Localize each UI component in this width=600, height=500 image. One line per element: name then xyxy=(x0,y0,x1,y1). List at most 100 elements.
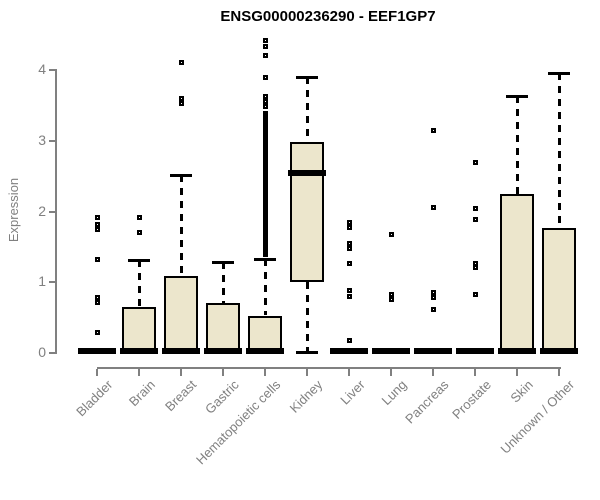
whisker-cap-upper-breast xyxy=(170,173,192,177)
whisker-lower-kidney xyxy=(305,281,309,352)
median-liver xyxy=(330,348,368,354)
outlier-point-hematopoietic-cells xyxy=(262,74,268,80)
whisker-upper-kidney xyxy=(305,77,309,143)
x-tick-label-breast: Breast xyxy=(162,377,200,415)
outlier-point-pancreas xyxy=(430,127,436,133)
x-axis-tick xyxy=(138,369,140,376)
outlier-point-breast xyxy=(178,101,184,107)
x-axis-tick xyxy=(474,369,476,376)
whisker-cap-upper-kidney xyxy=(296,76,318,80)
x-axis-tick xyxy=(516,369,518,376)
median-prostate xyxy=(456,348,494,354)
x-tick-label-unknown-other: Unknown / Other xyxy=(498,377,578,457)
median-hematopoietic-cells xyxy=(246,348,284,354)
y-axis-line xyxy=(55,69,57,354)
y-axis-tick xyxy=(49,139,55,142)
dense-outliers-hematopoietic-cells xyxy=(262,111,268,257)
whisker-cap-lower-kidney xyxy=(296,350,318,354)
x-axis-tick xyxy=(558,369,560,376)
chart-title: ENSG00000236290 - EEF1GP7 xyxy=(220,8,436,25)
x-tick-label-lung: Lung xyxy=(378,377,410,409)
median-skin xyxy=(498,348,536,354)
outlier-point-breast xyxy=(178,95,184,101)
outlier-point-liver xyxy=(346,293,352,299)
outlier-point-hematopoietic-cells xyxy=(262,53,268,59)
outlier-point-liver xyxy=(346,224,352,230)
outlier-point-prostate xyxy=(472,206,478,212)
outlier-point-prostate xyxy=(472,264,478,270)
y-tick-label: 4 xyxy=(38,61,46,77)
outlier-point-brain xyxy=(136,215,142,221)
box-skin xyxy=(500,193,534,353)
outlier-point-liver xyxy=(346,245,352,251)
y-tick-label: 2 xyxy=(38,202,46,219)
y-axis-tick xyxy=(49,281,55,284)
x-axis-tick xyxy=(96,369,98,376)
y-axis-tick xyxy=(49,69,55,71)
whisker-cap-upper-hematopoietic-cells xyxy=(254,257,276,261)
box-kidney xyxy=(290,142,324,282)
whisker-upper-unknown-other xyxy=(557,72,561,228)
outlier-point-pancreas xyxy=(430,307,436,313)
whisker-upper-skin xyxy=(515,96,519,194)
outlier-point-liver xyxy=(346,288,352,294)
whisker-upper-brain xyxy=(137,260,141,307)
x-tick-label-prostate: Prostate xyxy=(448,377,494,422)
x-axis-tick xyxy=(222,369,224,376)
outlier-point-hematopoietic-cells xyxy=(262,44,268,50)
outlier-point-hematopoietic-cells xyxy=(262,99,268,105)
outlier-point-hematopoietic-cells xyxy=(262,94,268,100)
x-tick-label-liver: Liver xyxy=(337,377,368,408)
outlier-point-bladder xyxy=(94,227,100,233)
box-breast xyxy=(164,275,198,353)
x-tick-label-bladder: Bladder xyxy=(73,377,116,420)
outlier-point-bladder xyxy=(94,329,100,335)
y-tick-label: 1 xyxy=(38,273,46,290)
outlier-point-prostate xyxy=(472,260,478,266)
outlier-point-bladder xyxy=(94,221,100,227)
y-tick-label: 0 xyxy=(38,344,46,360)
x-tick-label-kidney: Kidney xyxy=(286,377,326,416)
whisker-cap-upper-gastric xyxy=(212,261,234,265)
x-axis-tick xyxy=(390,369,392,376)
outlier-point-lung xyxy=(388,296,394,302)
outlier-point-prostate xyxy=(472,291,478,297)
box-hematopoietic-cells xyxy=(248,315,282,353)
outlier-point-bladder xyxy=(94,295,100,301)
whisker-upper-hematopoietic-cells xyxy=(263,258,267,316)
outlier-point-liver xyxy=(346,219,352,225)
box-unknown-other xyxy=(542,227,576,353)
whisker-cap-upper-unknown-other xyxy=(548,71,570,75)
median-bladder xyxy=(78,348,116,354)
x-tick-label-skin: Skin xyxy=(507,377,536,406)
outlier-point-liver xyxy=(346,240,352,246)
outlier-point-lung xyxy=(388,232,394,238)
median-kidney xyxy=(288,169,326,176)
outlier-point-breast xyxy=(178,60,184,66)
outlier-point-bladder xyxy=(94,215,100,221)
median-brain xyxy=(120,348,158,354)
outlier-point-lung xyxy=(388,292,394,298)
outlier-point-hematopoietic-cells xyxy=(262,104,268,110)
box-brain xyxy=(122,307,156,353)
x-tick-label-pancreas: Pancreas xyxy=(402,377,452,427)
outlier-point-liver xyxy=(346,337,352,343)
median-gastric xyxy=(204,348,242,354)
outlier-point-prostate xyxy=(472,160,478,166)
x-axis-tick xyxy=(306,369,308,376)
outlier-point-prostate xyxy=(472,217,478,223)
whisker-cap-upper-skin xyxy=(506,95,528,99)
y-axis-tick xyxy=(49,210,55,213)
x-axis-line xyxy=(97,367,561,369)
median-breast xyxy=(162,348,200,354)
x-axis-tick xyxy=(432,369,434,376)
whisker-upper-breast xyxy=(179,174,183,276)
outlier-point-hematopoietic-cells xyxy=(262,37,268,43)
y-tick-label: 3 xyxy=(38,131,46,148)
box-gastric xyxy=(206,303,240,353)
median-unknown-other xyxy=(540,348,578,354)
x-axis-tick xyxy=(264,369,266,376)
x-tick-label-brain: Brain xyxy=(125,377,158,410)
